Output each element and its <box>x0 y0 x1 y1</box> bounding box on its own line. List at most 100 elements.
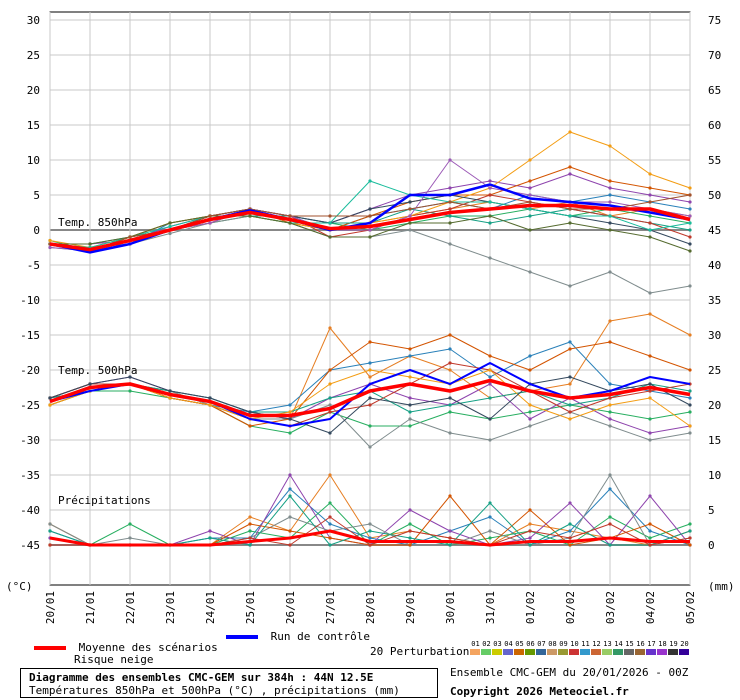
precip-member-point <box>448 543 452 547</box>
left-tick-label: -5 <box>27 259 40 272</box>
left-tick-label: 0 <box>33 224 40 237</box>
t850-member-point <box>208 214 212 218</box>
precip-member-point <box>608 515 612 519</box>
left-tick-label: 5 <box>33 189 40 202</box>
x-tick-label: 01/02 <box>524 591 537 624</box>
t500-member-point <box>608 396 612 400</box>
t500-member-point <box>528 368 532 372</box>
right-tick-label: 40 <box>708 259 721 272</box>
right-tick-label: 20 <box>708 399 721 412</box>
precip-member-point <box>48 522 52 526</box>
x-tick-label: 21/01 <box>84 591 97 624</box>
t850-member-point <box>128 235 132 239</box>
t500-member-point <box>408 354 412 358</box>
perturbation-number: 04 <box>504 640 513 648</box>
t500-member-point <box>328 403 332 407</box>
temp-850-annotation: Temp. 850hPa <box>58 216 137 229</box>
t850-member-point <box>568 130 572 134</box>
precip-member-point <box>408 536 412 540</box>
perturbation-number: 09 <box>559 640 568 648</box>
t500-member-point <box>528 410 532 414</box>
precip-member-point <box>328 536 332 540</box>
precip-member-point <box>648 522 652 526</box>
t500-member-point <box>648 431 652 435</box>
t850-member-point <box>488 179 492 183</box>
t850-member-point <box>568 207 572 211</box>
t500-member-point <box>48 403 52 407</box>
t850-member-point <box>368 179 372 183</box>
right-axis-unit: (mm) <box>708 580 735 593</box>
t500-member-point <box>448 410 452 414</box>
t850-member-point <box>368 228 372 232</box>
t850-member-point <box>248 214 252 218</box>
left-tick-label: 20 <box>27 84 40 97</box>
perturbation-swatch: 05 <box>514 640 525 655</box>
t500-member-point <box>608 382 612 386</box>
t500-member-point <box>688 368 692 372</box>
precip-member-point <box>528 536 532 540</box>
t850-member-point <box>688 249 692 253</box>
precip-member-point <box>288 473 292 477</box>
t500-member-point <box>688 389 692 393</box>
t850-member-point <box>528 179 532 183</box>
legend-control: Run de contrôle <box>226 631 370 643</box>
perturbation-color <box>514 649 524 655</box>
t850-member-point <box>688 235 692 239</box>
t500-member-point <box>368 368 372 372</box>
perturbation-number: 10 <box>570 640 579 648</box>
x-tick-label: 25/01 <box>244 591 257 624</box>
t500-member-point <box>368 445 372 449</box>
perturbation-color <box>569 649 579 655</box>
t500-member-point <box>688 396 692 400</box>
perturbation-swatch: 07 <box>536 640 547 655</box>
x-tick-label: 22/01 <box>124 591 137 624</box>
perturbation-number: 05 <box>515 640 524 648</box>
left-tick-label: 25 <box>27 49 40 62</box>
perturbation-number: 15 <box>625 640 634 648</box>
t850-member-point <box>328 235 332 239</box>
t500-member-point <box>648 417 652 421</box>
perturbation-swatch: 08 <box>547 640 558 655</box>
t850-member-point <box>408 200 412 204</box>
precip-member-point <box>328 515 332 519</box>
t850-member-point <box>488 200 492 204</box>
perturbation-color <box>624 649 634 655</box>
control-label: Run de contrôle <box>270 630 370 643</box>
t850-member-point <box>448 242 452 246</box>
t500-member-point <box>528 403 532 407</box>
t850-member-point <box>408 214 412 218</box>
perturbation-number: 08 <box>548 640 557 648</box>
precip-member-point <box>408 529 412 533</box>
t500-member-point <box>208 403 212 407</box>
perturbations-label: 20 Perturbations <box>370 645 476 658</box>
t500-member-point <box>528 354 532 358</box>
right-tick-label: 75 <box>708 14 721 27</box>
perturbation-number: 07 <box>537 640 546 648</box>
right-tick-label: 15 <box>708 434 721 447</box>
t500-member-point <box>608 417 612 421</box>
perturbation-swatch: 19 <box>668 640 679 655</box>
perturbation-number: 13 <box>603 640 612 648</box>
t850-member-point <box>608 193 612 197</box>
perturbation-number: 01 <box>471 640 480 648</box>
run-info: Ensemble CMC-GEM du 20/01/2026 - 00Z <box>450 666 689 679</box>
perturbation-color <box>481 649 491 655</box>
t850-member-point <box>288 221 292 225</box>
t850-member-point <box>608 186 612 190</box>
footer-info-box: Diagramme des ensembles CMC-GEM sur 384h… <box>20 668 438 698</box>
precip-member-point <box>368 536 372 540</box>
t500-member-point <box>368 403 372 407</box>
left-tick-label: -25 <box>20 399 40 412</box>
right-tick-label: 30 <box>708 329 721 342</box>
x-tick-label: 26/01 <box>284 591 297 624</box>
t850-member-point <box>648 235 652 239</box>
t500-member-point <box>288 417 292 421</box>
perturbation-color <box>602 649 612 655</box>
perturbation-number: 11 <box>581 640 590 648</box>
t500-member-point <box>208 396 212 400</box>
precip-annotation: Précipitations <box>58 494 151 507</box>
x-tick-label: 04/02 <box>644 591 657 624</box>
perturbation-number: 06 <box>526 640 535 648</box>
precip-member-point <box>248 536 252 540</box>
precip-member-point <box>408 543 412 547</box>
